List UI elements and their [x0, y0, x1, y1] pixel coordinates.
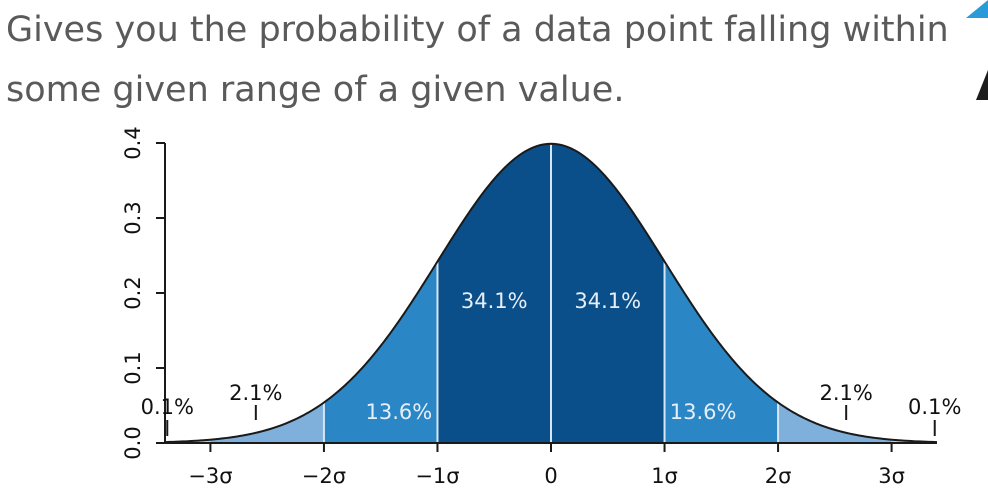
- band-label-5: 2.1%: [819, 381, 872, 405]
- slide-text-line-2: some given range of a given value.: [6, 70, 625, 110]
- band-label-3: 13.6%: [670, 400, 737, 424]
- band-5: [778, 402, 892, 443]
- band-label-0: 34.1%: [461, 289, 528, 313]
- y-tick-label-0: 0.0: [121, 426, 145, 459]
- x-tick-label-2: −1σ: [415, 464, 459, 488]
- axes-layer: −3σ −2σ −1σ 0 1σ 2σ 3σ 0.0 0.1 0.2 0.3 0.4: [121, 126, 937, 488]
- band-label-6: 0.1%: [141, 395, 194, 419]
- x-tick-label-6: 3σ: [878, 464, 905, 488]
- x-tick-label-5: 2σ: [765, 464, 792, 488]
- x-tick-label-3: 0: [544, 464, 557, 488]
- slide-text: Gives you the probability of a data poin…: [6, 0, 986, 120]
- y-tick-label-1: 0.1: [121, 351, 145, 384]
- y-tick-label-4: 0.4: [121, 126, 145, 159]
- band-label-4: 2.1%: [229, 381, 282, 405]
- band-label-7: 0.1%: [908, 395, 961, 419]
- curve-layer: [164, 142, 938, 444]
- dividers-layer: [322, 143, 780, 443]
- corner-accent-icon: [966, 0, 988, 100]
- labels-layer: 34.1% 34.1% 13.6% 13.6% 2.1% 2.1% 0.1% 0.1%: [141, 289, 961, 436]
- x-tick-label-4: 1σ: [651, 464, 678, 488]
- y-tick-label-2: 0.2: [121, 276, 145, 309]
- x-tick-label-0: −3σ: [188, 464, 232, 488]
- density-curve: [164, 142, 938, 444]
- x-tick-label-1: −2σ: [302, 464, 346, 488]
- slide-text-line-1: Gives you the probability of a data poin…: [6, 10, 949, 50]
- y-tick-label-3: 0.3: [121, 201, 145, 234]
- band-label-1: 34.1%: [574, 289, 641, 313]
- band-4: [210, 402, 324, 443]
- band-label-2: 13.6%: [366, 400, 433, 424]
